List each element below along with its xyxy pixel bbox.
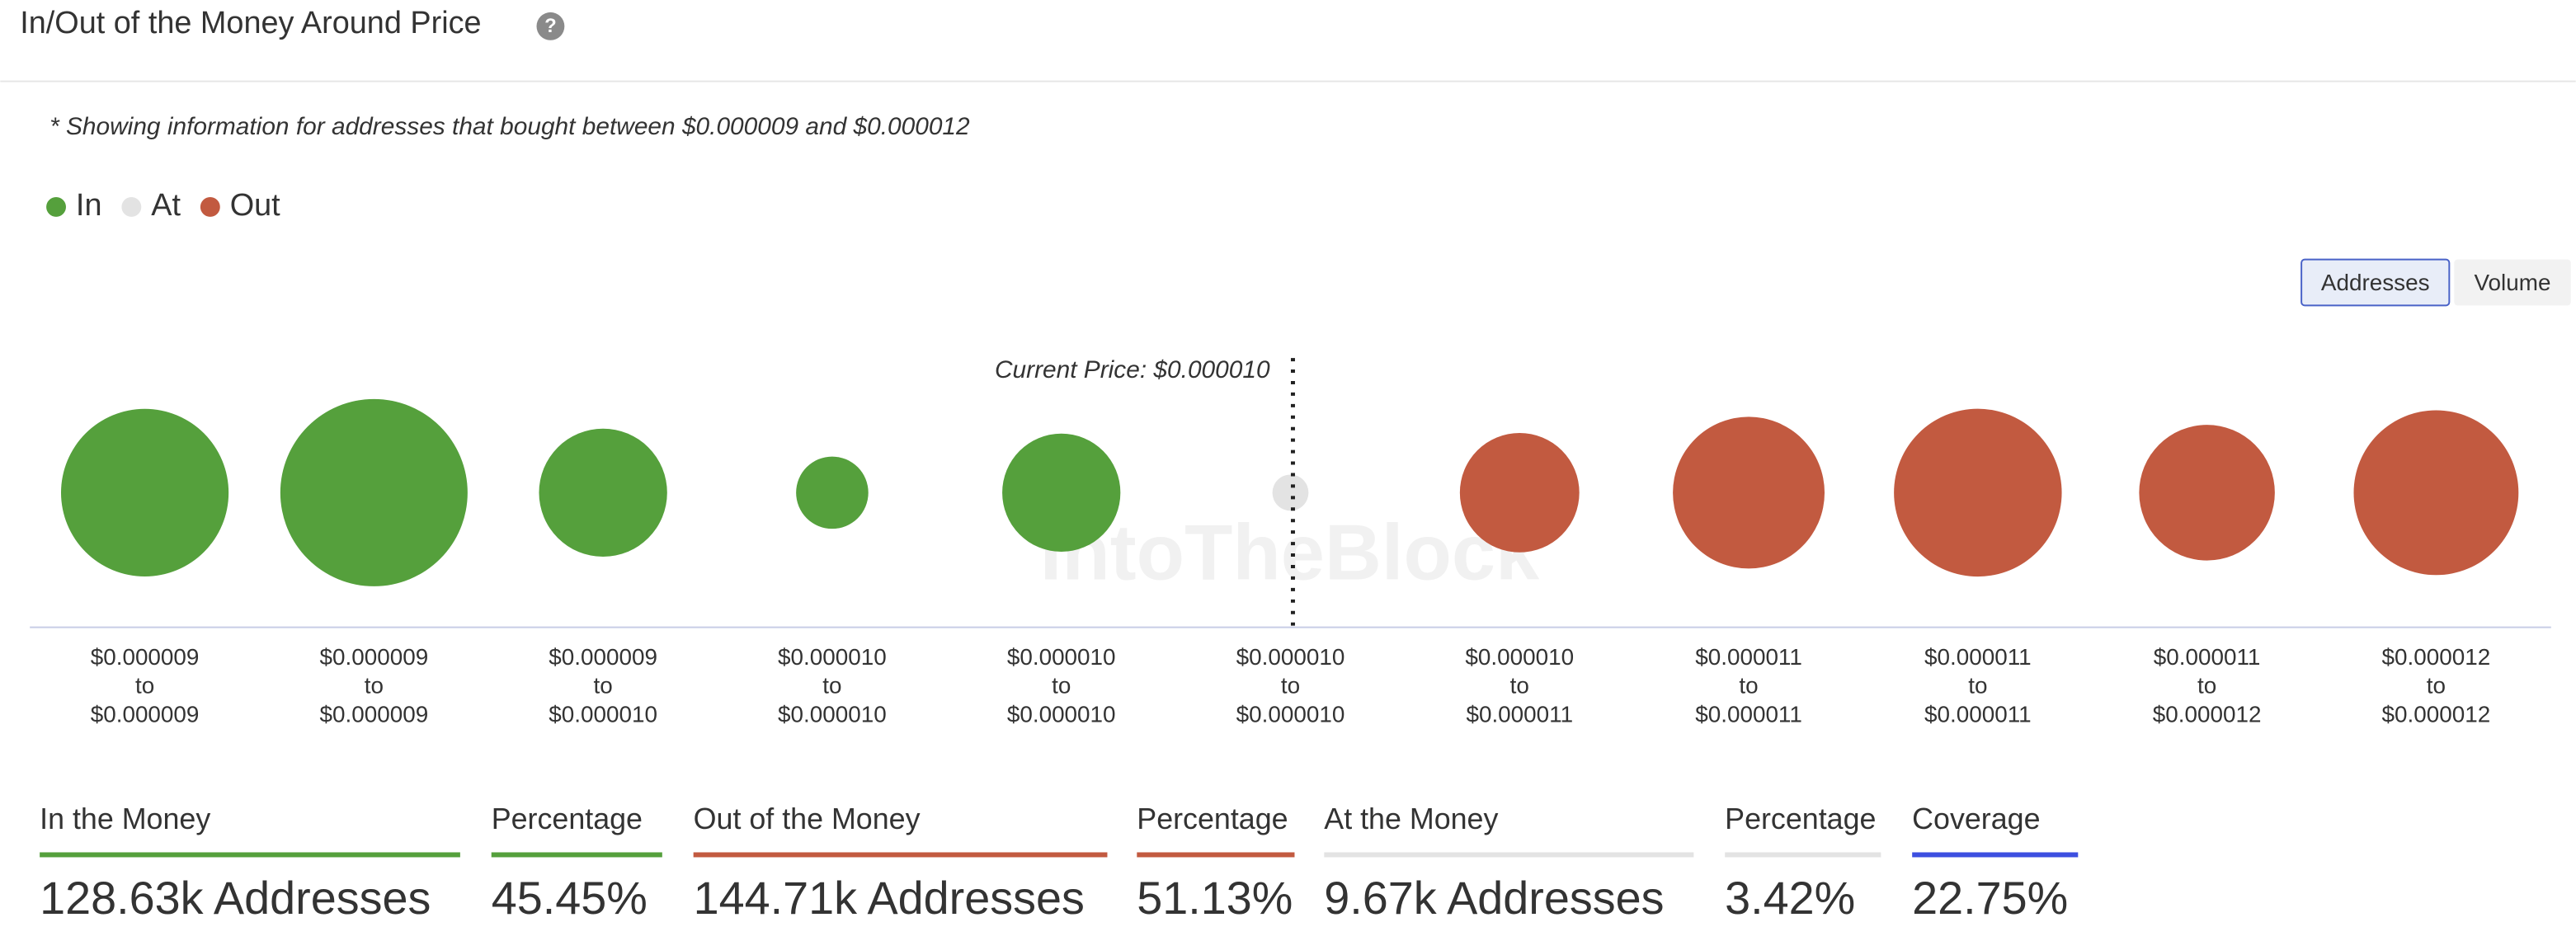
button-label: Volume xyxy=(2475,270,2551,295)
summary-value: 3.42% xyxy=(1725,873,1855,924)
summary-item: Percentage 51.13% xyxy=(1137,802,1295,924)
summary-value: 51.13% xyxy=(1137,873,1293,924)
x-tick-label: $0.000010 xyxy=(1465,644,1574,670)
x-tick-label: $0.000011 xyxy=(1466,702,1573,727)
toggle-button[interactable]: Volume xyxy=(2454,259,2571,306)
x-tick-label: to xyxy=(1968,673,1987,699)
summary-item: Percentage 45.45% xyxy=(491,802,662,924)
summary-value: 128.63k Addresses xyxy=(40,873,431,924)
legend-marker xyxy=(46,196,66,217)
summary-label: Percentage xyxy=(492,802,643,835)
summary-underline xyxy=(1137,852,1295,858)
x-tick-label: $0.000012 xyxy=(2382,644,2491,670)
summary-item: Coverage 22.75% xyxy=(1912,802,2079,924)
x-tick-label: $0.000011 xyxy=(1924,702,2032,727)
x-tick-label: to xyxy=(1281,673,1300,699)
x-tick-label: $0.000010 xyxy=(549,702,657,727)
bubble xyxy=(1272,474,1309,511)
bubble xyxy=(280,398,468,586)
summary-value: 45.45% xyxy=(492,873,648,924)
x-tick-label: $0.000010 xyxy=(1007,702,1116,727)
x-tick-label: to xyxy=(594,673,613,699)
legend-label: Out xyxy=(230,188,280,223)
x-tick-label: $0.000010 xyxy=(1236,644,1345,670)
bubble xyxy=(1002,433,1121,553)
summary-underline xyxy=(693,852,1108,858)
x-tick-label: to xyxy=(822,673,841,699)
x-tick-label: $0.000009 xyxy=(91,702,200,727)
x-tick-label: $0.000011 xyxy=(1695,644,1802,670)
legend-marker xyxy=(121,196,142,217)
x-tick-label: to xyxy=(1739,673,1758,699)
current-price-label: Current Price: $0.000010 xyxy=(995,356,1270,383)
x-tick-label: to xyxy=(2197,673,2216,699)
x-tick-label: $0.000009 xyxy=(549,644,657,670)
x-tick-label: $0.000010 xyxy=(778,644,887,670)
summary-label: Out of the Money xyxy=(694,802,921,835)
summary-item: In the Money 128.63k Addresses xyxy=(40,802,460,924)
summary-item: Percentage 3.42% xyxy=(1725,802,1881,924)
summary-value: 22.75% xyxy=(1912,873,2068,924)
x-tick-label: $0.000009 xyxy=(320,644,429,670)
x-tick-label: $0.000010 xyxy=(778,702,887,727)
x-tick-label: to xyxy=(1052,673,1071,699)
bubble xyxy=(1459,432,1580,553)
summary-underline xyxy=(1725,852,1881,858)
help-icon[interactable]: ? xyxy=(536,12,565,40)
x-tick-label: $0.000011 xyxy=(1924,644,2032,670)
x-tick-label: to xyxy=(1510,673,1529,699)
summary-item: At the Money 9.67k Addresses xyxy=(1324,802,1694,924)
bubble xyxy=(2353,410,2519,576)
page-title: In/Out of the Money Around Price xyxy=(20,6,481,40)
summary-label: Percentage xyxy=(1137,802,1288,835)
button-label: Addresses xyxy=(2321,270,2430,295)
summary-label: Coverage xyxy=(1912,802,2040,835)
x-tick-label: $0.000012 xyxy=(2382,702,2491,727)
x-tick-label: to xyxy=(365,673,384,699)
x-tick-label: $0.000010 xyxy=(1007,644,1116,670)
watermark: IntoTheBlock xyxy=(1040,508,1540,596)
summary-label: Percentage xyxy=(1725,802,1876,835)
x-tick-label: to xyxy=(135,673,154,699)
button-bg xyxy=(2454,259,2571,306)
summary-label: In the Money xyxy=(40,802,210,835)
x-tick-label: $0.000011 xyxy=(1695,702,1802,727)
toggle-button[interactable]: Addresses xyxy=(2301,258,2451,307)
bubble xyxy=(2139,425,2275,561)
bubble xyxy=(539,428,667,558)
x-tick-label: $0.000010 xyxy=(1236,702,1345,727)
bubble xyxy=(1673,416,1825,569)
legend-marker xyxy=(200,196,220,217)
button-bg xyxy=(2301,258,2451,307)
x-tick-label: $0.000009 xyxy=(91,644,200,670)
summary-label: At the Money xyxy=(1324,802,1498,835)
summary-item: Out of the Money 144.71k Addresses xyxy=(693,802,1108,924)
summary-value: 144.71k Addresses xyxy=(694,873,1085,924)
x-tick-label: $0.000009 xyxy=(320,702,429,727)
summary-value: 9.67k Addresses xyxy=(1324,873,1664,924)
bubble xyxy=(796,456,869,529)
x-tick-label: $0.000012 xyxy=(2153,702,2262,727)
help-circle xyxy=(536,12,565,40)
help-mark: ? xyxy=(544,15,557,37)
summary-underline xyxy=(491,852,662,858)
summary-underline xyxy=(1912,852,2079,858)
summary-underline xyxy=(1324,852,1694,858)
summary-underline xyxy=(40,852,460,858)
bubble xyxy=(1894,408,2062,577)
x-tick-label: $0.000011 xyxy=(2154,644,2261,670)
bubble xyxy=(60,408,229,576)
x-tick-label: to xyxy=(2427,673,2446,699)
legend-label: At xyxy=(151,188,181,223)
note: * Showing information for addresses that… xyxy=(49,113,970,140)
legend-label: In xyxy=(76,188,102,223)
